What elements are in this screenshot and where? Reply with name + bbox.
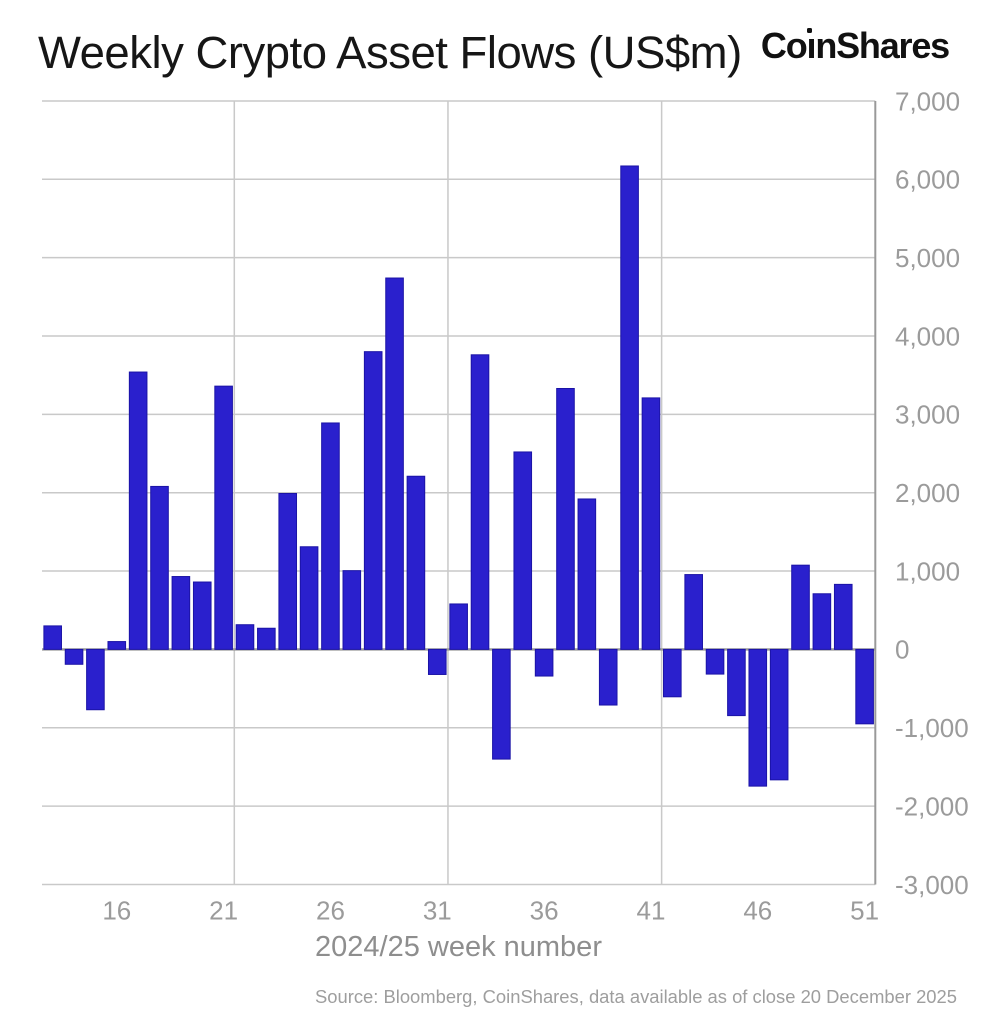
bar-week-21 [214, 385, 233, 650]
x-axis-tick-labels: 16 21 26 31 36 41 46 51 [102, 896, 879, 926]
bar-week-51 [855, 648, 874, 725]
bar-week-44 [705, 648, 725, 675]
y-tick-label--2000: -2,000 [895, 791, 969, 821]
bar-week-50 [833, 583, 853, 650]
bar-week-48 [791, 564, 810, 650]
logo-text-nshares: nShares [815, 24, 950, 66]
x-tick-label-36: 36 [530, 896, 559, 926]
bar-week-19 [171, 576, 191, 650]
x-tick-label-46: 46 [743, 896, 772, 926]
bar-week-16 [107, 641, 127, 650]
bar-week-18 [150, 485, 169, 650]
bar-week-43 [684, 574, 703, 650]
bar-week-20 [192, 581, 212, 650]
bar-week-15 [86, 648, 105, 711]
bar-week-29 [385, 277, 404, 650]
x-tick-label-26: 26 [316, 896, 345, 926]
x-tick-label-41: 41 [636, 896, 665, 926]
y-tick-label-3000: 3,000 [895, 400, 960, 430]
y-tick-label-4000: 4,000 [895, 321, 960, 351]
bar-week-17 [128, 371, 148, 650]
source-note: Source: Bloomberg, CoinShares, data avai… [314, 986, 957, 1007]
bar-week-38 [577, 498, 597, 650]
bar-week-49 [812, 593, 832, 650]
bar-week-45 [727, 648, 746, 717]
y-tick-label-6000: 6,000 [895, 165, 960, 195]
x-tick-label-51: 51 [850, 896, 879, 926]
bar-week-26 [321, 422, 340, 650]
x-tick-label-21: 21 [209, 896, 238, 926]
bar-week-46 [748, 648, 768, 787]
bar-week-36 [534, 648, 554, 677]
y-axis-tick-labels: 7,000 6,000 5,000 4,000 3,000 2,000 1,000 0 -1,0… [895, 86, 969, 900]
logo-letter-i: ı [806, 24, 817, 67]
logo-i-dot [807, 27, 813, 33]
y-tick-label--3000: -3,000 [895, 870, 969, 900]
bar-week-35 [513, 451, 533, 650]
bar-week-33 [470, 354, 490, 650]
bar-week-39 [598, 648, 618, 706]
bar-week-32 [449, 603, 468, 650]
bar-week-31 [427, 648, 447, 675]
bar-week-28 [363, 351, 383, 650]
coinshares-logo: Co ınShares [760, 24, 950, 67]
vertical-gridlines [233, 100, 663, 885]
bar-week-30 [406, 475, 426, 650]
bar-week-23 [257, 627, 276, 650]
y-tick-label-5000: 5,000 [895, 243, 960, 273]
bar-week-42 [663, 648, 682, 698]
chart-title: Weekly Crypto Asset Flows (US$m) [38, 27, 742, 78]
x-tick-label-31: 31 [423, 896, 452, 926]
bar-week-47 [769, 648, 789, 781]
bar-week-27 [342, 570, 362, 650]
bar-week-22 [235, 624, 255, 650]
logo-text-co: Co [760, 24, 808, 66]
y-tick-label-1000: 1,000 [895, 556, 960, 586]
bar-week-37 [556, 387, 575, 650]
y-tick-label-7000: 7,000 [895, 86, 960, 116]
y-tick-label-0: 0 [895, 635, 909, 665]
bar-week-41 [641, 397, 661, 650]
logo-i-stem: ı [806, 24, 817, 66]
bar-week-34 [492, 648, 511, 760]
bar-week-25 [299, 546, 319, 650]
bar-week-24 [278, 492, 298, 650]
bar-week-13 [43, 625, 62, 650]
x-axis-title: 2024/25 week number [315, 931, 602, 963]
x-tick-label-16: 16 [102, 896, 131, 926]
bars [43, 165, 874, 787]
y-tick-label--1000: -1,000 [895, 713, 969, 743]
bar-week-40 [620, 165, 639, 650]
y-tick-label-2000: 2,000 [895, 478, 960, 508]
horizontal-gridlines [42, 100, 876, 886]
bar-week-14 [64, 648, 84, 665]
